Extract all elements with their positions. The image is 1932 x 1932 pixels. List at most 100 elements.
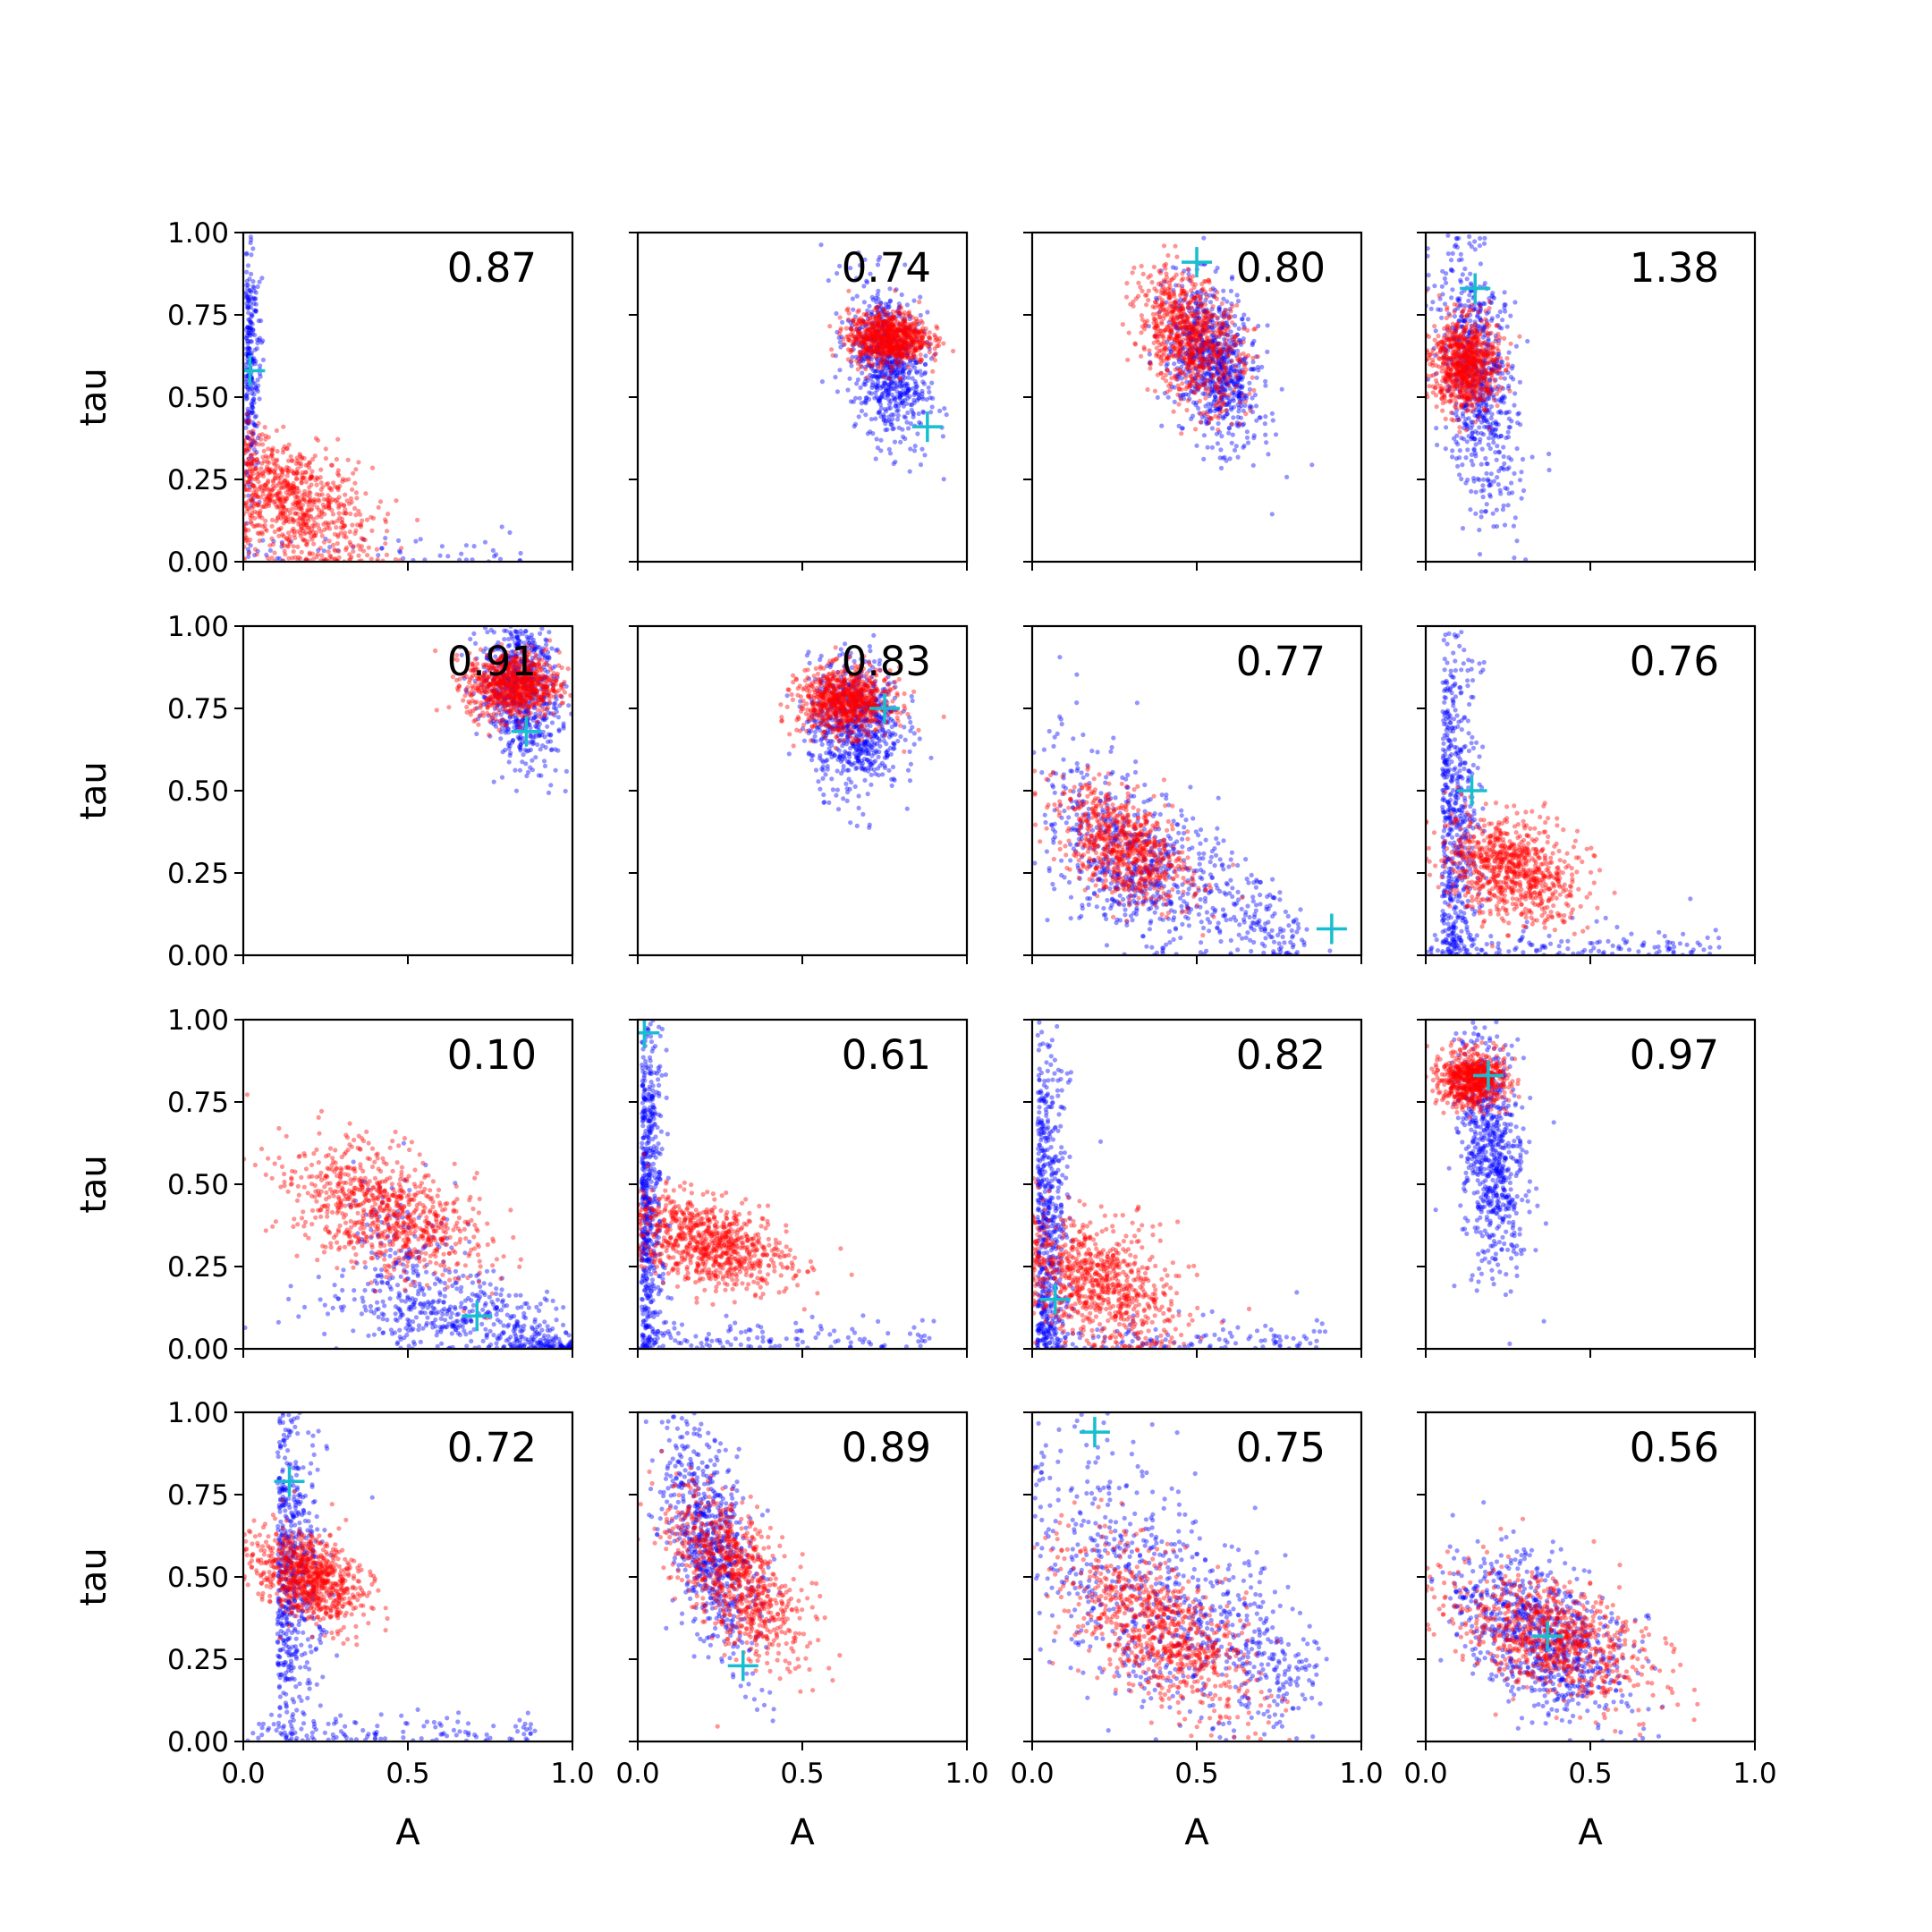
red-point xyxy=(259,531,265,537)
red-point xyxy=(286,487,292,492)
red-point xyxy=(1139,313,1144,318)
red-point xyxy=(324,525,330,530)
red-point xyxy=(290,487,295,492)
red-point xyxy=(286,555,292,561)
red-point xyxy=(266,487,271,493)
blue-point xyxy=(889,340,894,345)
blue-point xyxy=(852,314,859,319)
red-point xyxy=(902,330,909,335)
red-point xyxy=(317,498,322,504)
red-point xyxy=(245,461,250,467)
red-point xyxy=(269,517,275,523)
blue-point xyxy=(920,379,926,385)
blue-point xyxy=(1490,291,1496,296)
red-point xyxy=(292,487,297,493)
red-point xyxy=(1182,375,1189,380)
blue-point xyxy=(875,304,880,309)
blue-point xyxy=(250,327,256,333)
blue-point xyxy=(1489,411,1495,417)
red-point xyxy=(276,488,282,494)
red-point xyxy=(885,343,890,349)
blue-point xyxy=(245,263,251,268)
blue-point xyxy=(257,499,262,504)
blue-point xyxy=(243,295,249,301)
blue-point xyxy=(877,369,883,375)
red-point xyxy=(302,475,308,480)
blue-point xyxy=(877,254,883,260)
red-point xyxy=(880,350,886,355)
red-point xyxy=(267,460,272,465)
blue-point xyxy=(1485,477,1491,482)
red-point xyxy=(1216,390,1222,395)
blue-point xyxy=(905,388,911,394)
red-point xyxy=(1207,280,1212,285)
red-point xyxy=(863,335,869,342)
red-point xyxy=(354,496,360,501)
red-point xyxy=(290,506,295,512)
red-point xyxy=(280,472,285,478)
red-point xyxy=(906,341,911,346)
blue-point xyxy=(395,538,402,544)
red-point xyxy=(244,487,250,493)
red-point xyxy=(909,323,914,328)
red-point xyxy=(415,517,420,523)
red-point xyxy=(284,445,290,452)
red-point xyxy=(295,470,301,476)
red-point xyxy=(1157,295,1162,301)
red-point xyxy=(909,355,914,360)
blue-point xyxy=(921,328,927,335)
blue-point xyxy=(249,330,254,335)
red-point xyxy=(878,335,885,341)
blue-point xyxy=(873,384,878,390)
red-point xyxy=(351,544,356,549)
red-point xyxy=(911,321,916,326)
blue-point xyxy=(1462,266,1468,272)
blue-point xyxy=(907,386,912,392)
red-point xyxy=(318,480,324,486)
blue-point xyxy=(861,284,867,289)
blue-point xyxy=(244,338,250,343)
blue-point xyxy=(895,362,901,368)
red-point xyxy=(877,343,882,349)
blue-point xyxy=(886,386,891,392)
red-point xyxy=(288,486,293,491)
blue-point xyxy=(876,398,881,404)
red-point xyxy=(359,536,364,541)
blue-point xyxy=(894,328,900,334)
blue-point xyxy=(249,443,254,448)
blue-point xyxy=(884,359,890,364)
red-point xyxy=(875,365,881,370)
red-point xyxy=(248,476,253,481)
blue-point xyxy=(254,423,259,429)
red-point xyxy=(1205,364,1210,369)
red-point xyxy=(1196,324,1201,329)
red-point xyxy=(864,312,869,318)
blue-point xyxy=(916,395,921,401)
blue-point xyxy=(244,469,250,475)
red-point xyxy=(899,343,905,348)
red-point xyxy=(911,348,916,353)
red-point xyxy=(290,517,296,522)
red-point xyxy=(249,476,254,481)
red-point xyxy=(284,496,290,502)
red-point xyxy=(836,331,843,336)
red-point xyxy=(867,316,873,321)
red-point xyxy=(272,550,277,555)
blue-point xyxy=(876,309,881,315)
red-point xyxy=(1250,375,1255,380)
blue-point xyxy=(908,359,913,364)
blue-point xyxy=(863,364,869,369)
blue-point xyxy=(245,283,250,288)
blue-point xyxy=(917,419,922,425)
red-point xyxy=(336,472,342,479)
red-point xyxy=(1169,376,1174,381)
red-point xyxy=(888,343,894,349)
blue-point xyxy=(244,374,250,379)
blue-point xyxy=(1506,350,1512,355)
blue-point xyxy=(862,257,868,262)
red-point xyxy=(1208,310,1213,316)
red-point xyxy=(326,481,331,487)
blue-point xyxy=(906,375,911,380)
blue-point xyxy=(883,388,889,394)
blue-point xyxy=(249,503,254,508)
